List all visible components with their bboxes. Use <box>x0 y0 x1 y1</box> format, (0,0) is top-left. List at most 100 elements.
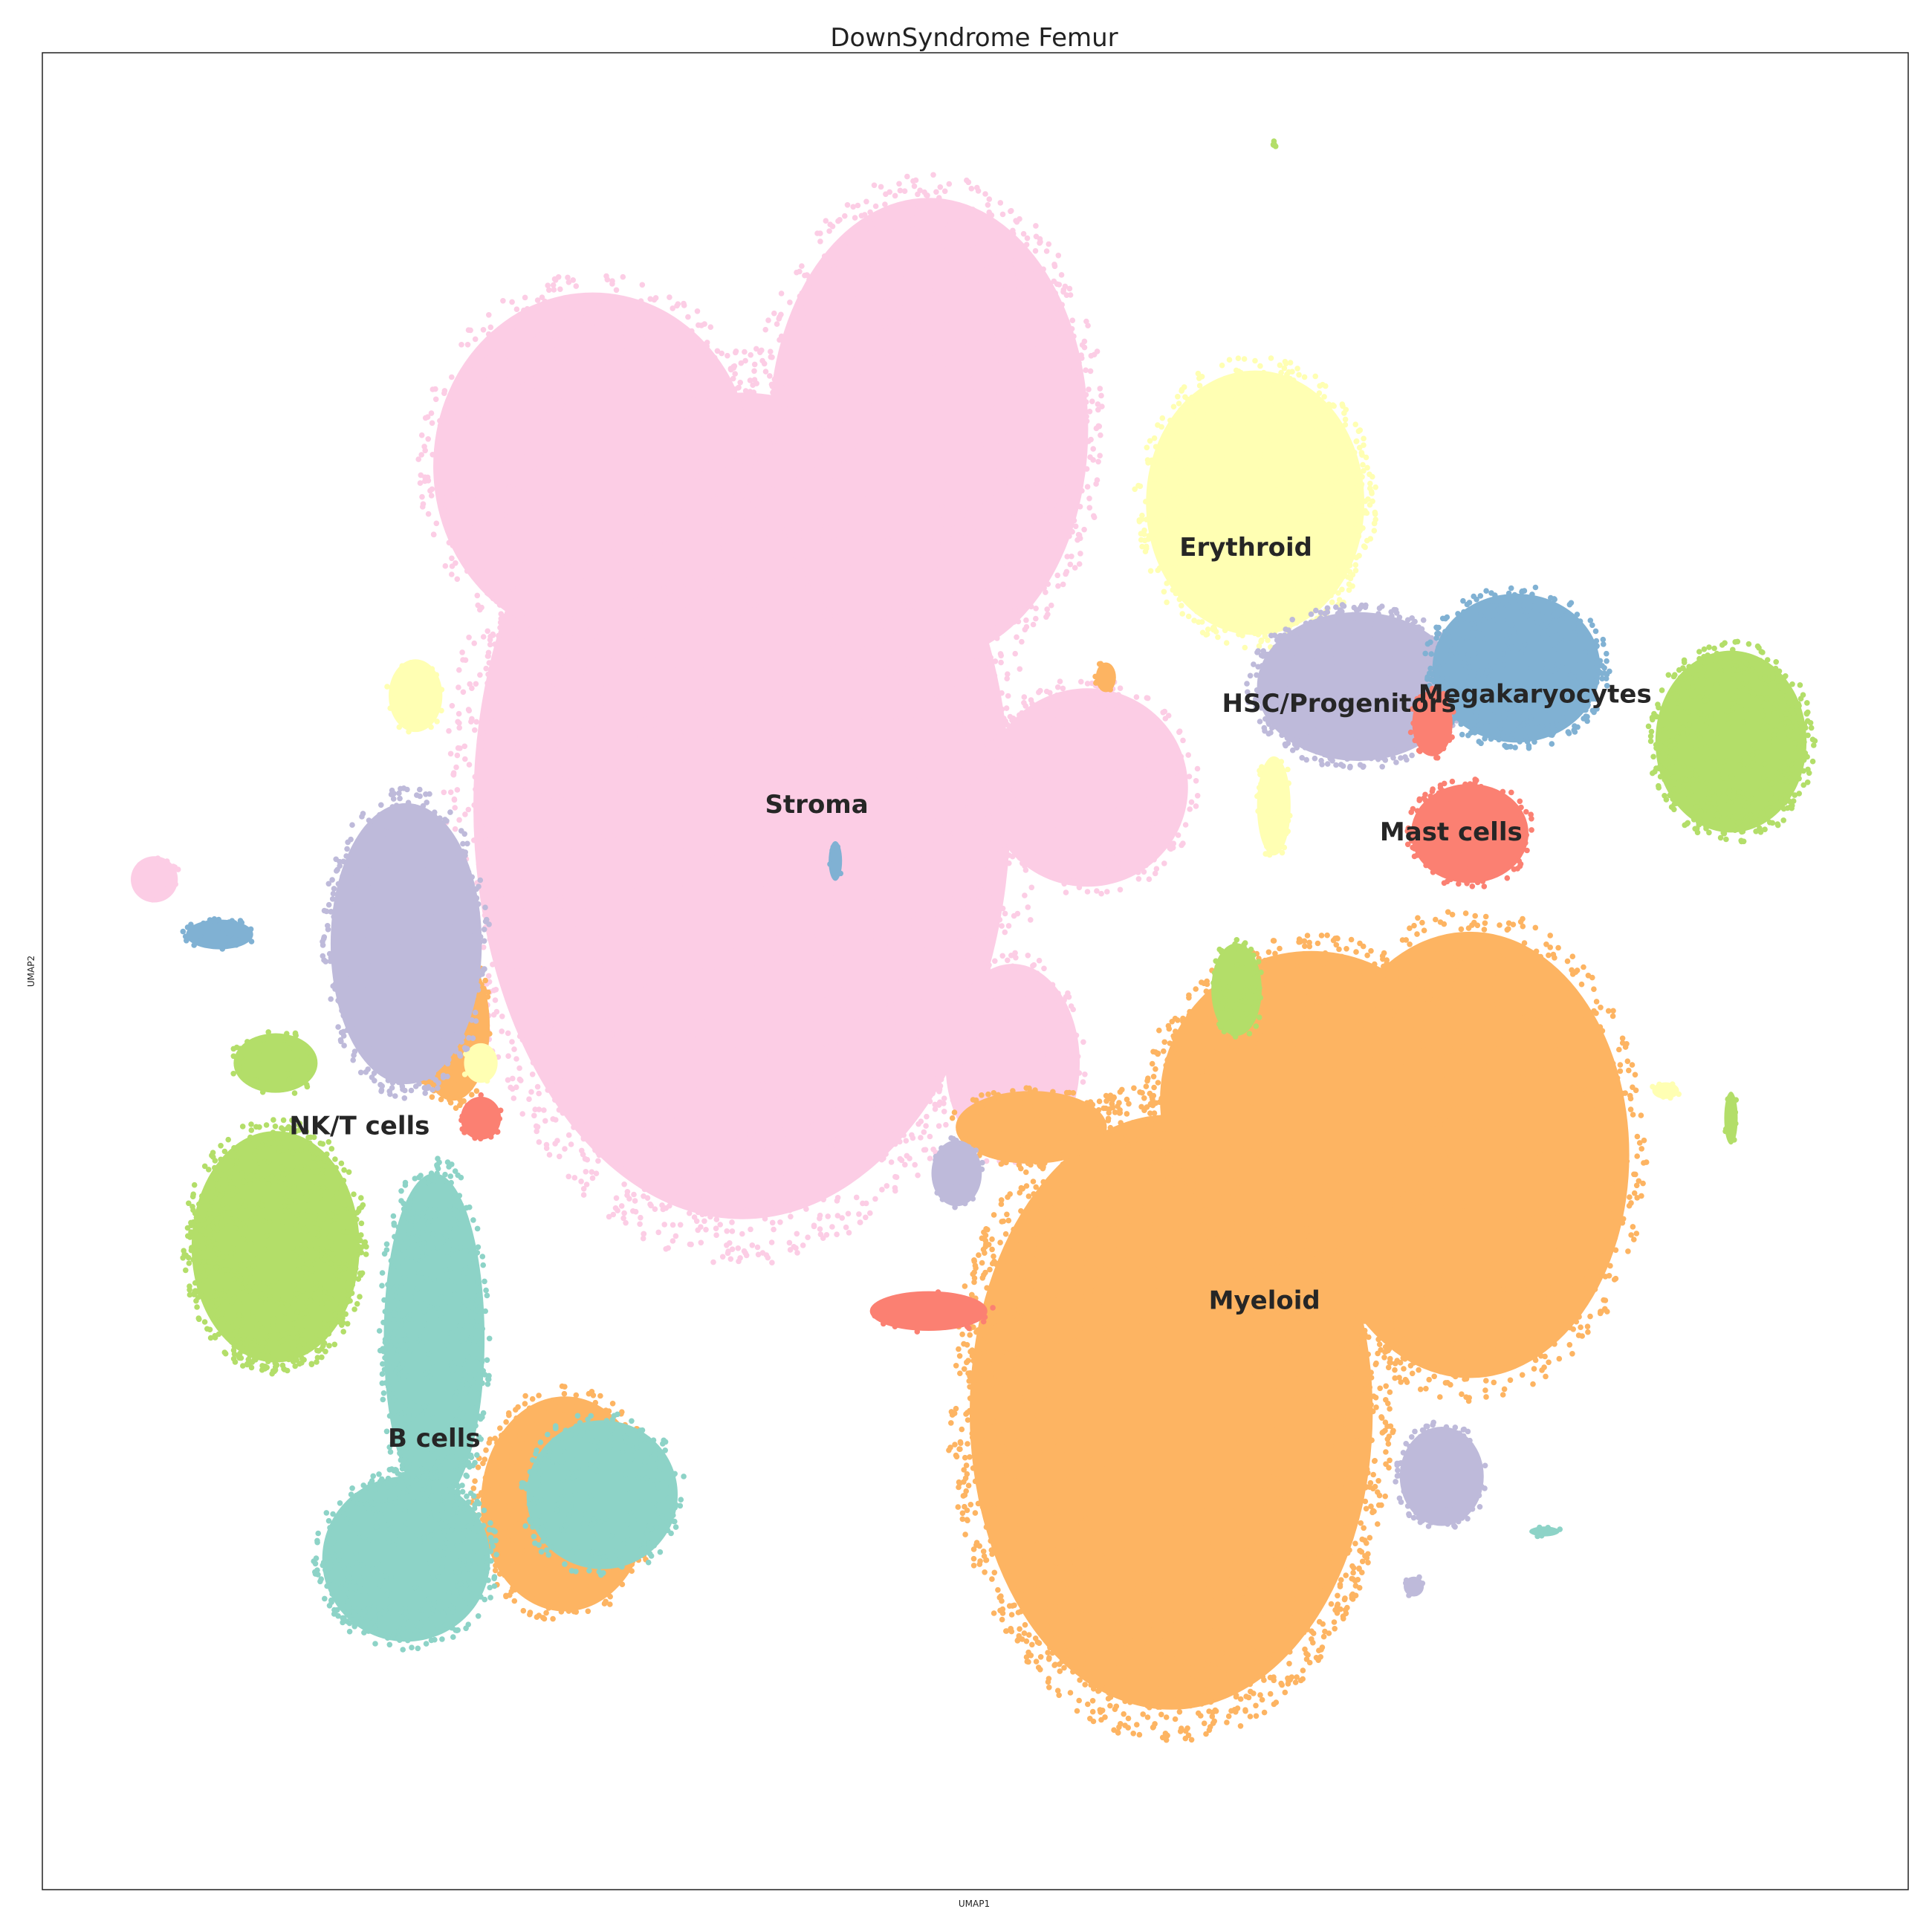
cell-point <box>1006 300 1012 307</box>
cell-point <box>446 727 452 734</box>
cell-point <box>852 296 859 303</box>
cell-point <box>601 359 607 366</box>
cell-point <box>639 1160 646 1166</box>
cell-point <box>826 964 833 970</box>
cell-point <box>544 1030 550 1037</box>
cell-point <box>531 1112 537 1119</box>
cell-point <box>812 574 818 581</box>
cell-point <box>1029 1015 1035 1022</box>
cell-point <box>668 573 675 580</box>
cell-point <box>519 934 525 941</box>
cell-point <box>901 1021 907 1027</box>
cell-point <box>641 1231 647 1237</box>
cell-point <box>175 866 181 872</box>
cell-point <box>1057 493 1063 499</box>
cell-point <box>687 1074 693 1080</box>
cell-point <box>1055 424 1062 429</box>
cell-point <box>941 828 947 834</box>
cell-point <box>878 1156 885 1163</box>
cell-point <box>703 495 710 502</box>
cell-point <box>682 1100 689 1106</box>
cell-point <box>1058 531 1064 537</box>
cell-point <box>624 519 630 525</box>
cell-point <box>766 1208 772 1214</box>
cell-point <box>1046 241 1052 247</box>
cell-point <box>760 501 767 508</box>
cell-point <box>809 817 816 823</box>
cell-point <box>582 627 589 633</box>
cell-point <box>996 846 1002 852</box>
cell-point <box>1022 703 1028 709</box>
cell-point <box>649 540 655 547</box>
cell-point <box>986 255 992 261</box>
cell-point <box>794 269 800 276</box>
cell-point <box>703 671 709 677</box>
cell-point <box>967 1034 973 1040</box>
cell-point <box>976 668 982 675</box>
cell-point <box>827 256 833 262</box>
cell-point <box>704 435 710 441</box>
cell-point <box>1083 392 1089 398</box>
cell-point <box>1179 788 1186 795</box>
cell-point <box>785 390 791 396</box>
cell-point <box>979 804 985 810</box>
cell-point <box>944 582 951 588</box>
cell-point <box>646 586 652 593</box>
cell-point <box>971 1049 977 1056</box>
cell-point <box>872 1119 878 1125</box>
cell-point <box>556 742 562 748</box>
cell-point <box>1076 532 1083 538</box>
cell-point <box>1055 253 1062 259</box>
cell-point <box>1022 978 1029 984</box>
cell-point <box>641 1193 646 1199</box>
cell-point <box>777 1219 783 1225</box>
cell-point <box>534 354 540 360</box>
cell-point <box>635 1089 641 1095</box>
cell-point <box>539 964 545 970</box>
cell-point <box>1028 917 1034 923</box>
cell-point <box>1041 405 1047 411</box>
cell-point <box>538 991 544 997</box>
cell-point <box>721 1084 727 1090</box>
cell-point <box>760 674 766 681</box>
cell-point <box>761 520 768 526</box>
cell-point <box>499 435 505 441</box>
cell-point <box>539 746 546 753</box>
cell-point <box>742 1129 749 1136</box>
cell-point <box>968 186 975 192</box>
cell-point <box>554 1080 561 1086</box>
cell-point <box>889 314 895 320</box>
cell-point <box>1027 967 1034 973</box>
cell-point <box>482 380 487 386</box>
cell-point <box>623 331 629 337</box>
cell-point <box>534 308 539 314</box>
cell-point <box>1121 869 1127 875</box>
cell-point <box>760 494 766 501</box>
cell-point <box>1011 736 1017 742</box>
cell-point <box>1069 325 1075 332</box>
cell-point <box>441 789 447 796</box>
cell-point <box>546 930 552 936</box>
cell-point <box>786 352 792 358</box>
cell-point <box>621 787 628 793</box>
cell-point <box>1022 271 1028 278</box>
cell-point <box>1085 322 1091 329</box>
cell-point <box>487 808 493 814</box>
cell-point <box>792 434 799 441</box>
cell-point <box>941 1100 947 1106</box>
cell-point <box>727 1256 734 1262</box>
cell-point <box>927 939 933 945</box>
cell-point <box>866 257 872 264</box>
cell-point <box>739 1172 746 1178</box>
cell-point <box>708 459 715 465</box>
cell-point <box>454 576 461 583</box>
cell-point <box>868 788 874 795</box>
cell-point <box>730 363 736 370</box>
cell-point <box>925 496 931 502</box>
cell-point <box>766 406 772 413</box>
cell-point <box>606 878 613 884</box>
cell-point <box>984 265 990 271</box>
cell-point <box>765 317 771 323</box>
cell-point <box>1063 571 1069 577</box>
cell-point <box>985 755 991 762</box>
